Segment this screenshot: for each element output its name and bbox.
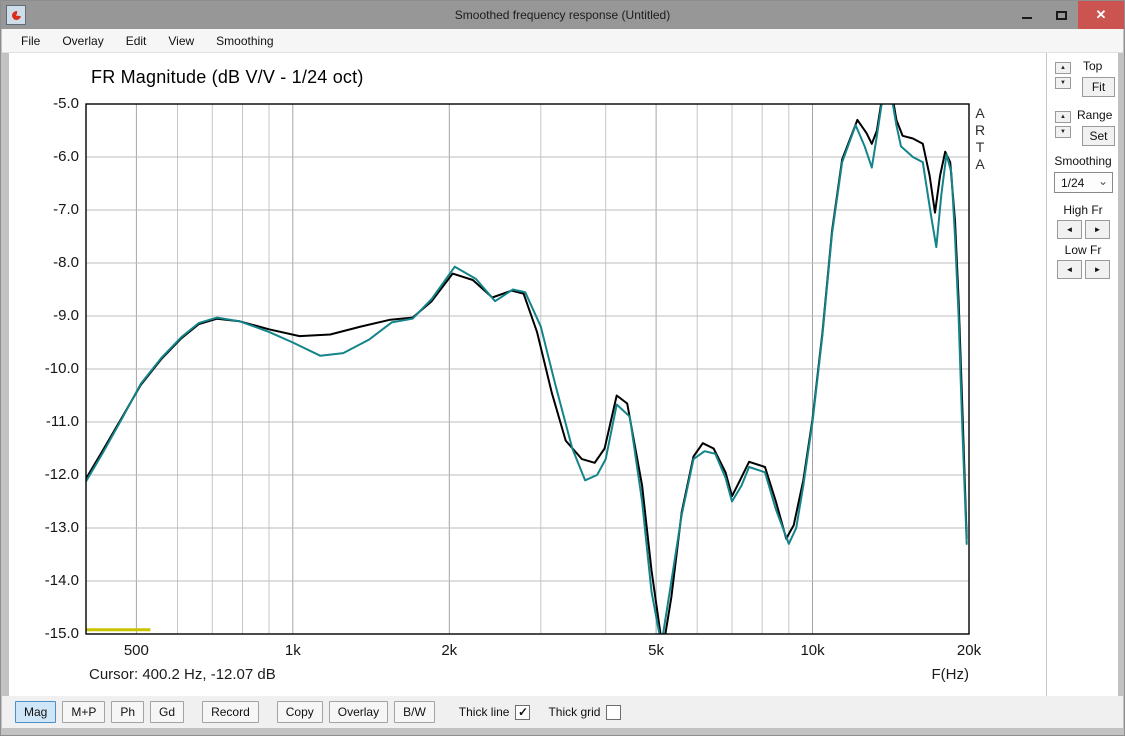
checkbox-label: Thick line <box>458 705 510 719</box>
client-area: FR Magnitude (dB V/V - 1/24 oct) -5.0 -6.… <box>9 53 1118 698</box>
window-title: Smoothed frequency response (Untitled) <box>454 8 671 22</box>
checkbox-thick-grid[interactable] <box>606 704 622 720</box>
top-label: Top <box>1083 59 1103 73</box>
range-spin-up-button[interactable]: ▲ <box>1055 111 1071 123</box>
maximize-icon <box>1055 10 1067 20</box>
y-tick-label: -13.0 <box>44 519 79 536</box>
checkbox-thick-line[interactable]: ✓ <box>515 704 531 720</box>
arrow-right-icon: ► <box>1093 265 1102 274</box>
smoothing-value: 1/24 <box>1061 175 1085 190</box>
y-tick-label: -11.0 <box>45 413 79 430</box>
y-tick-label: -6.0 <box>53 148 79 165</box>
low-fr-right-button[interactable]: ► <box>1085 260 1110 279</box>
x-axis-unit-label: F(Hz) <box>931 666 970 683</box>
high-fr-right-button[interactable]: ► <box>1085 220 1110 239</box>
curve-measurement-black <box>86 104 968 634</box>
menu-item-file[interactable]: File <box>21 33 41 48</box>
close-button[interactable]: ✕ <box>1078 1 1124 29</box>
window-frame-bottom <box>1 728 1124 735</box>
menu-item-overlay[interactable]: Overlay <box>62 33 104 48</box>
chart-title: FR Magnitude (dB V/V - 1/24 oct) <box>91 67 364 87</box>
y-tick-label: -14.0 <box>44 572 79 589</box>
y-tick-label: -10.0 <box>44 360 79 377</box>
x-tick-label: 500 <box>123 642 149 659</box>
y-tick-label: -12.0 <box>44 466 79 483</box>
range-spinner: ▲ ▼ <box>1055 111 1071 141</box>
watermark-letter: A <box>975 105 985 121</box>
toolbar-button-gd[interactable]: Gd <box>150 701 185 723</box>
x-tick-label: 20k <box>956 642 982 659</box>
toolbar-button-b-w[interactable]: B/W <box>394 701 435 723</box>
toolbar-button-record[interactable]: Record <box>202 701 259 723</box>
bottom-toolbar: Mag M+P Ph Gd Record Copy Overlay B/W Thick line… <box>2 696 1123 728</box>
menu-item-edit[interactable]: Edit <box>125 33 147 48</box>
dropdown-chevron-icon: ⌄ <box>1097 174 1108 188</box>
watermark-letter: T <box>975 139 985 155</box>
range-label: Range <box>1077 108 1113 122</box>
high-fr-left-button[interactable]: ◄ <box>1057 220 1082 239</box>
x-tick-label: 1k <box>284 642 301 659</box>
smoothing-label: Smoothing <box>1054 154 1112 168</box>
toolbar-button-m-p[interactable]: M+P <box>62 701 106 723</box>
set-button[interactable]: Set <box>1082 126 1115 146</box>
spin-down-icon: ▼ <box>1060 80 1066 86</box>
arta-logo-icon <box>6 5 26 25</box>
side-panel: ▲ ▼ Top Fit ▲ ▼ Range Set Smoothing 1/24… <box>1046 53 1118 698</box>
spin-down-icon: ▼ <box>1060 129 1066 135</box>
watermark-letter: R <box>974 122 986 138</box>
minimize-icon <box>1022 17 1032 19</box>
check-icon: ✓ <box>517 705 528 719</box>
top-spin-down-button[interactable]: ▼ <box>1055 77 1071 89</box>
toolbar-button-mag[interactable]: Mag <box>15 701 57 723</box>
toolbar-button-copy[interactable]: Copy <box>276 701 323 723</box>
top-spin-up-button[interactable]: ▲ <box>1055 62 1071 74</box>
arrow-left-icon: ◄ <box>1065 225 1074 234</box>
close-icon: ✕ <box>1095 7 1107 22</box>
smoothing-dropdown[interactable]: 1/24 ⌄ <box>1054 172 1113 193</box>
cursor-readout: Cursor: 400.2 Hz, -12.07 dB <box>89 666 276 683</box>
spin-up-icon: ▲ <box>1060 114 1066 120</box>
x-tick-label: 10k <box>800 642 825 659</box>
maximize-button[interactable] <box>1044 1 1078 29</box>
x-tick-label: 2k <box>441 642 458 659</box>
fr-plot-canvas[interactable] <box>9 53 1046 698</box>
arrow-right-icon: ► <box>1093 225 1102 234</box>
x-tick-label: 5k <box>648 642 664 659</box>
curve-measurement-teal <box>86 104 968 634</box>
arrow-left-icon: ◄ <box>1065 265 1074 274</box>
y-tick-label: -15.0 <box>44 625 79 642</box>
top-spinner: ▲ ▼ <box>1055 62 1071 92</box>
menu-bar: File Overlay Edit View Smoothing <box>2 29 1123 53</box>
y-tick-label: -7.0 <box>53 201 79 218</box>
toolbar-button-ph[interactable]: Ph <box>111 701 145 723</box>
menu-item-view[interactable]: View <box>168 33 195 48</box>
toolbar-button-overlay[interactable]: Overlay <box>328 701 389 723</box>
menu-item-smoothing[interactable]: Smoothing <box>216 33 274 48</box>
y-tick-label: -5.0 <box>53 95 79 112</box>
high-fr-label: High Fr <box>1063 203 1103 217</box>
titlebar: Smoothed frequency response (Untitled) ✕ <box>1 1 1124 29</box>
fit-button[interactable]: Fit <box>1082 77 1115 97</box>
spin-up-icon: ▲ <box>1060 65 1066 71</box>
minimize-button[interactable] <box>1010 1 1044 29</box>
range-spin-down-button[interactable]: ▼ <box>1055 126 1071 138</box>
fr-chart: FR Magnitude (dB V/V - 1/24 oct) -5.0 -6.… <box>9 53 1046 698</box>
watermark-letter: A <box>975 156 985 172</box>
low-fr-label: Low Fr <box>1064 243 1102 257</box>
low-fr-left-button[interactable]: ◄ <box>1057 260 1082 279</box>
y-tick-label: -9.0 <box>53 307 79 324</box>
y-tick-label: -8.0 <box>53 254 79 271</box>
checkbox-label: Thick grid <box>548 705 601 719</box>
